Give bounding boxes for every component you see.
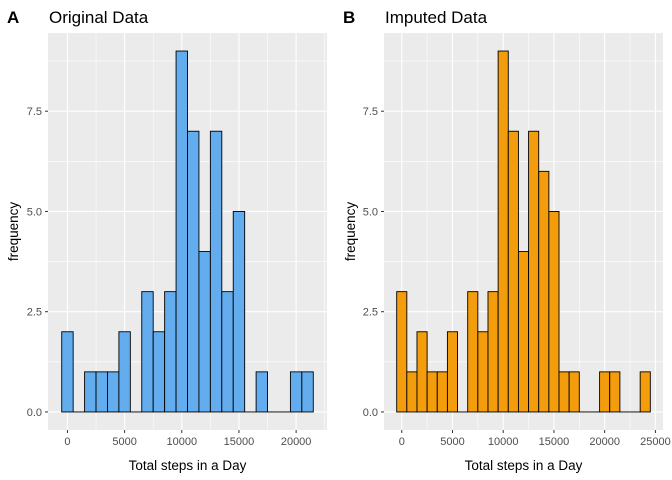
y-tick-label-a-3: 7.5 xyxy=(27,106,42,118)
y-axis-title-b: frequency xyxy=(343,202,358,262)
bar-a-11 xyxy=(187,130,200,413)
bar-b-1 xyxy=(406,371,418,413)
x-axis-title-b: Total steps in a Day xyxy=(465,458,583,473)
bar-b-0 xyxy=(396,291,408,413)
bar-b-12 xyxy=(517,251,530,413)
bar-b-7 xyxy=(467,291,479,413)
panel-tag-a: A xyxy=(7,8,19,27)
y-tick-label-a-1: 2.5 xyxy=(27,307,42,319)
bar-b-15 xyxy=(548,210,560,413)
bar-b-20 xyxy=(599,371,611,413)
bar-a-5 xyxy=(118,331,131,413)
x-tick-label-a-0: 0 xyxy=(64,436,70,448)
bar-a-13 xyxy=(209,130,223,413)
x-axis-title-a: Total steps in a Day xyxy=(129,458,247,473)
bar-a-9 xyxy=(164,291,177,413)
bar-a-2 xyxy=(84,371,97,413)
y-tick-label-b-2: 5.0 xyxy=(363,206,378,218)
y-tick-label-a-2: 5.0 xyxy=(27,206,42,218)
x-tick-label-a-3: 15000 xyxy=(224,436,255,448)
bar-a-21 xyxy=(301,371,314,413)
bar-b-9 xyxy=(487,291,499,413)
bar-a-8 xyxy=(152,331,166,413)
y-tick-label-b-0: 0.0 xyxy=(363,407,378,419)
panel-a: 0 5000 10000 15000 20000 0.0 2.5 5.0 7.5 Total st… xyxy=(6,8,327,473)
bar-a-20 xyxy=(289,371,303,413)
bar-b-13 xyxy=(528,130,540,413)
panel-b: 0 5000 10000 15000 20000 25000 0.0 2.5 5.0 7.5 Tot… xyxy=(343,8,671,473)
x-tick-label-b-1: 5000 xyxy=(440,436,464,448)
panel-tag-b: B xyxy=(343,8,355,27)
x-tick-label-b-4: 20000 xyxy=(589,436,620,448)
bar-b-10 xyxy=(497,50,509,413)
chart-title-a: Original Data xyxy=(49,8,149,27)
x-tick-label-b-3: 15000 xyxy=(539,436,570,448)
bar-a-3 xyxy=(95,371,108,413)
bar-a-14 xyxy=(221,291,234,413)
bar-b-4 xyxy=(436,371,448,413)
x-tick-label-b-5: 25000 xyxy=(640,436,671,448)
bar-b-24 xyxy=(639,371,651,413)
y-axis-title-a: frequency xyxy=(6,202,21,262)
x-tick-label-a-1: 5000 xyxy=(112,436,136,448)
x-tick-label-b-2: 10000 xyxy=(488,436,519,448)
bar-a-4 xyxy=(107,371,120,413)
y-tick-label-b-3: 7.5 xyxy=(363,106,378,118)
bar-b-8 xyxy=(477,331,489,413)
bar-b-3 xyxy=(426,371,438,413)
bar-a-15 xyxy=(232,210,246,413)
bar-b-17 xyxy=(568,371,580,413)
bar-b-2 xyxy=(416,331,428,413)
bar-a-7 xyxy=(141,291,154,413)
bar-b-11 xyxy=(507,130,519,413)
bar-a-12 xyxy=(198,251,211,413)
x-tick-label-b-0: 0 xyxy=(399,436,405,448)
x-tick-label-a-2: 10000 xyxy=(166,436,197,448)
bar-b-21 xyxy=(609,371,621,413)
y-tick-label-a-0: 0.0 xyxy=(27,407,42,419)
chart-title-b: Imputed Data xyxy=(385,8,488,27)
bar-b-16 xyxy=(558,371,570,413)
bar-a-17 xyxy=(255,371,268,413)
bar-b-5 xyxy=(446,331,459,413)
x-tick-label-a-4: 20000 xyxy=(281,436,312,448)
bar-a-10 xyxy=(175,50,188,413)
y-tick-label-b-1: 2.5 xyxy=(363,307,378,319)
bar-b-14 xyxy=(538,170,550,413)
bar-a-0 xyxy=(61,331,74,413)
